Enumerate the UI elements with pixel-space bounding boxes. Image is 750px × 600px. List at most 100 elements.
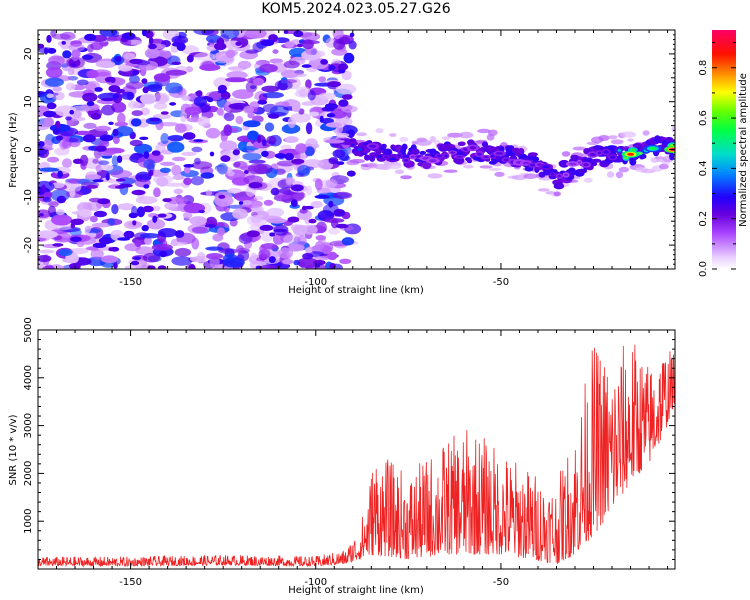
spectrogram-noise-cell xyxy=(144,48,160,59)
spectrogram-noise-cell xyxy=(283,30,289,34)
spectrogram-noise-cell xyxy=(38,141,45,147)
spectrogram-noise-cell xyxy=(141,224,149,232)
spectrogram-noise-cell xyxy=(110,170,133,179)
spectrogram-noise-cell xyxy=(296,86,311,95)
spectrogram-noise-cell xyxy=(129,58,143,64)
spectrogram-noise-cell xyxy=(253,77,264,86)
spectrogram-noise-cell xyxy=(281,123,301,134)
spectrogram-noise-cell xyxy=(143,151,150,159)
spectrogram-noise-cell xyxy=(128,212,138,219)
spectrogram-noise-cell xyxy=(113,262,118,269)
spectrogram-noise-cell xyxy=(93,210,107,218)
spectrogram-noise-cell xyxy=(48,55,65,66)
snr-y-axis-label: SNR (10 * v/v) xyxy=(8,414,19,485)
spectrogram-noise-cell xyxy=(105,173,110,181)
spectrogram-noise-cell xyxy=(71,49,81,58)
spectrogram-noise-cell xyxy=(323,218,345,223)
spectrogram-noise-cell xyxy=(52,91,65,101)
spectrogram-noise-cell xyxy=(244,30,267,39)
spectrogram-signal-cell xyxy=(410,148,420,155)
spectrogram-noise-cell xyxy=(78,209,93,218)
spectrogram-noise-cell xyxy=(205,246,224,251)
spectrogram-noise-cell xyxy=(335,83,357,95)
spectrogram-signal-cell xyxy=(610,155,616,159)
spectrogram-noise-cell xyxy=(181,151,197,156)
spectrogram-signal-cell xyxy=(483,156,490,159)
spectrogram-noise-cell xyxy=(314,178,323,191)
spectrogram-noise-cell xyxy=(148,43,157,50)
spectrogram-signal-cell xyxy=(466,158,473,164)
spectrogram-signal-cell xyxy=(618,166,630,173)
spectrogram-noise-cell xyxy=(334,209,343,215)
spectrogram-noise-cell xyxy=(338,63,349,71)
spectrogram-signal-cell xyxy=(557,174,562,178)
spectrogram-signal-cell xyxy=(553,191,561,197)
spectrogram-signal-cell xyxy=(403,159,409,162)
spectrogram-noise-cell xyxy=(90,113,102,120)
spectrogram-noise-cell xyxy=(84,82,97,90)
spectrogram-noise-cell xyxy=(92,179,104,183)
spectrogram-noise-cell xyxy=(159,250,168,258)
spectrogram-signal-cell xyxy=(620,131,637,138)
spectrogram-noise-cell xyxy=(349,32,355,38)
spectrogram-noise-cell xyxy=(81,54,94,60)
spectrogram-noise-cell xyxy=(141,78,148,84)
spectrogram-noise-cell xyxy=(332,149,346,158)
spectrogram-noise-cell xyxy=(148,117,161,122)
spectrogram-cells xyxy=(38,30,675,269)
spectrogram-noise-cell xyxy=(315,241,325,250)
spectrogram-noise-cell xyxy=(121,91,135,100)
spectrogram-noise-cell xyxy=(41,184,46,193)
spectrogram-noise-cell xyxy=(305,122,313,135)
spectrogram-signal-cell xyxy=(429,159,437,163)
spectrogram-noise-cell xyxy=(71,110,82,119)
spectrogram-noise-cell xyxy=(98,160,110,166)
spectrogram-noise-cell xyxy=(57,170,63,178)
spectrogram-noise-cell xyxy=(198,209,205,214)
spectrogram-signal-cell xyxy=(349,158,366,164)
y-tick-label: 20 xyxy=(23,48,34,61)
spectrogram-noise-cell xyxy=(112,128,119,137)
spectrogram-noise-cell xyxy=(341,237,355,246)
spectrogram-noise-cell xyxy=(115,178,126,182)
spectrogram-noise-cell xyxy=(304,146,315,157)
y-tick-label: -10 xyxy=(23,189,34,205)
spectrogram-noise-cell xyxy=(282,258,294,265)
spectrogram-signal-cell xyxy=(553,182,565,190)
spectrogram-noise-cell xyxy=(114,121,128,127)
spectrogram-noise-cell xyxy=(315,235,327,241)
spectrogram-signal-cell xyxy=(407,160,415,168)
spectrogram-noise-cell xyxy=(205,189,213,197)
spectrogram-noise-cell xyxy=(141,30,148,37)
spectrogram-noise-cell xyxy=(225,77,248,83)
spectrogram-signal-cell xyxy=(564,173,568,177)
spectrogram-noise-cell xyxy=(297,165,311,175)
spectrogram-noise-cell xyxy=(333,191,353,199)
spectrogram-signal-cell xyxy=(495,152,504,155)
spectrogram-noise-cell xyxy=(65,82,76,91)
spectrogram-signal-cell xyxy=(659,163,669,170)
spectrogram-noise-cell xyxy=(85,174,101,180)
spectrogram-noise-cell xyxy=(79,154,89,166)
spectrogram-noise-cell xyxy=(43,110,57,118)
spectrogram-noise-cell xyxy=(318,92,336,100)
spectrogram-signal-cell xyxy=(399,136,409,142)
spectrogram-noise-cell xyxy=(327,81,341,88)
spectrogram-noise-cell xyxy=(142,205,154,213)
spectrogram-noise-cell xyxy=(101,150,115,156)
spectrogram-noise-cell xyxy=(173,188,183,195)
spectrogram-noise-cell xyxy=(43,47,49,55)
spectrogram-signal-cell xyxy=(400,175,412,180)
spectrogram-peak xyxy=(649,147,657,151)
spectrogram-noise-cell xyxy=(171,35,189,45)
spectrogram-signal-cell xyxy=(603,150,609,154)
spectrogram-noise-cell xyxy=(41,139,53,150)
spectrogram-noise-cell xyxy=(284,136,299,143)
spectrogram-noise-cell xyxy=(132,220,137,226)
spectrogram-signal-cell xyxy=(419,150,427,155)
spectrogram-noise-cell xyxy=(188,264,196,269)
spectrogram-noise-cell xyxy=(162,198,172,203)
spectrogram-noise-cell xyxy=(193,139,204,143)
spectrogram-signal-cell xyxy=(437,154,442,157)
spectrogram-noise-cell xyxy=(72,158,83,164)
